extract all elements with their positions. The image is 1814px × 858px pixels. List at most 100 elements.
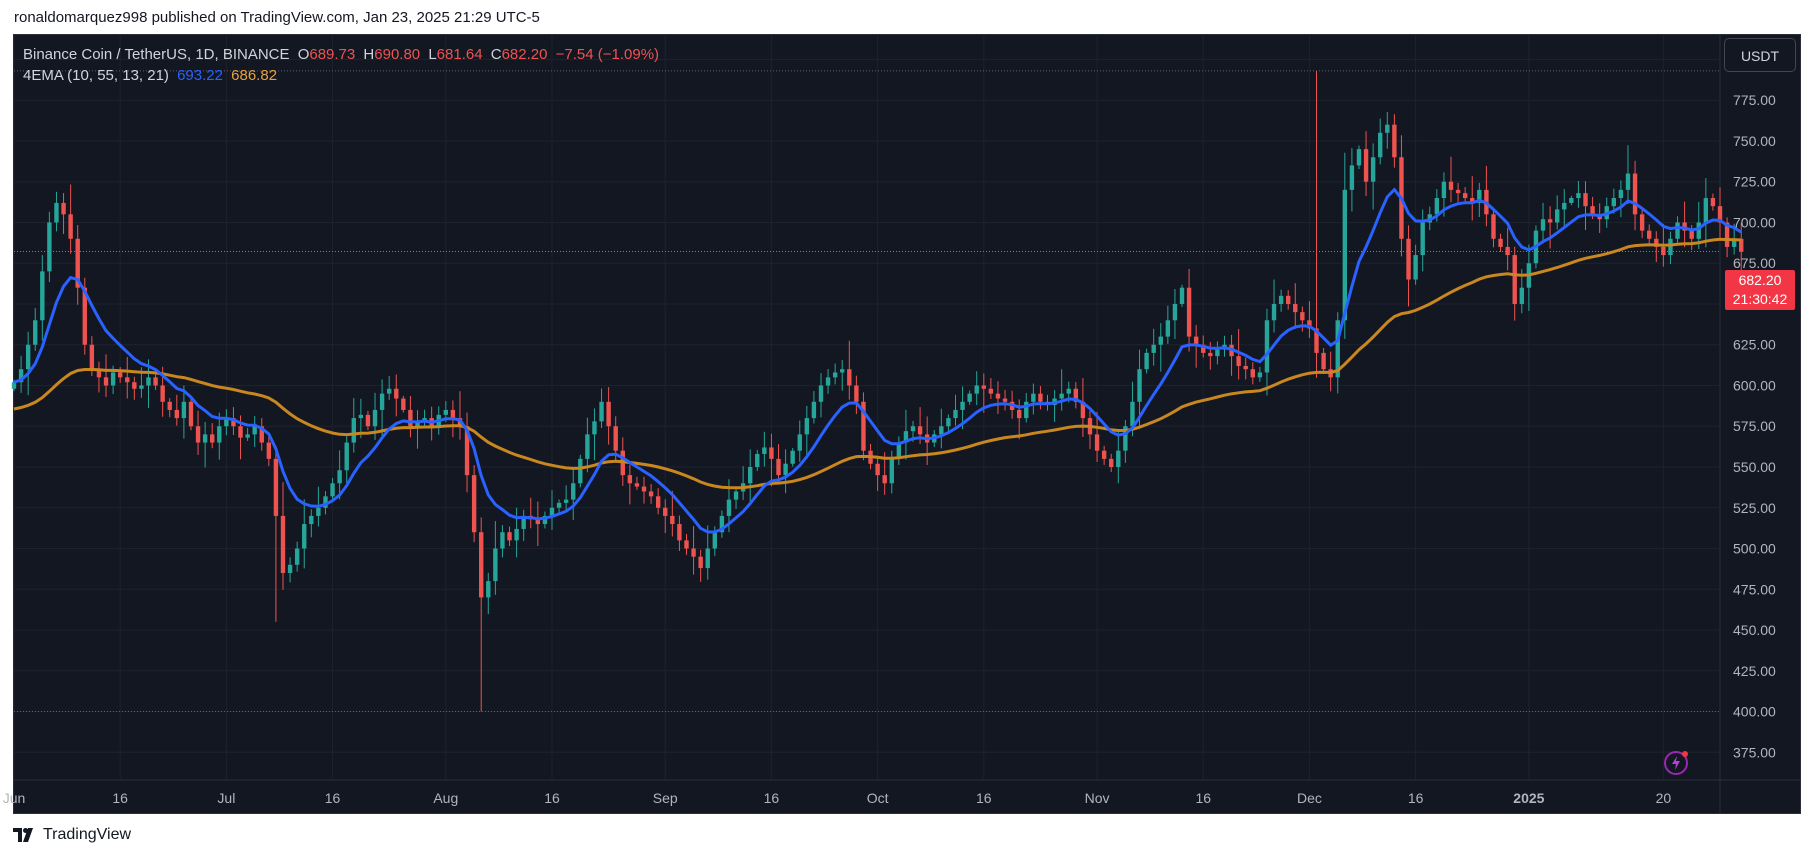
ema-indicator-title[interactable]: 4EMA (10, 55, 13, 21) [23,67,169,84]
candle-body [245,434,250,438]
candle-body [1477,189,1482,203]
candle-body [1703,198,1709,223]
candle-body [535,519,541,525]
candle-body [655,496,661,508]
candle-body [1519,287,1524,304]
time-tick-label: 16 [1195,790,1211,806]
candle-body [896,442,902,459]
candle-body [280,515,286,573]
candle-body [592,421,597,435]
price-tick-label: 600.00 [1733,377,1776,393]
candle-body [1059,393,1064,399]
candle-body [1392,124,1397,158]
candle-body [797,434,802,451]
candle-body [1208,352,1213,357]
candle-body [684,540,689,549]
candle-body [1639,214,1645,231]
candle-body [762,447,767,454]
candle-body [1215,349,1220,357]
candle-body [195,426,201,443]
candle-body [946,418,951,427]
candle-body [670,515,675,525]
candle-body [1378,132,1383,158]
price-tick-label: 375.00 [1733,744,1776,760]
candle-body [1080,401,1086,419]
candle-body [89,344,95,370]
candle-body [1144,352,1149,370]
candle-body [1562,202,1567,210]
candle-body [549,507,555,516]
candle-body [1300,312,1305,321]
high-value: 690.80 [374,46,421,63]
candle-body [571,483,576,500]
lightning-bolt-icon[interactable] [1663,748,1691,776]
candle-body [82,287,87,345]
price-tick-label: 400.00 [1733,704,1776,720]
candle-body [1002,398,1008,402]
candle-body [903,431,909,443]
time-tick-label: Sep [653,790,678,806]
price-tick-label: 725.00 [1733,174,1776,190]
candle-body [1448,181,1454,190]
tradingview-brand[interactable]: TradingView [13,826,131,844]
time-tick-label: 16 [112,790,128,806]
candle-body [379,393,385,410]
currency-unit-button[interactable]: USDT [1724,38,1796,72]
candle-body [25,344,31,370]
last-price-value: 682.20 [1738,272,1782,288]
candle-body [1151,344,1156,353]
candle-body [1123,426,1128,451]
price-tick-label: 500.00 [1733,541,1776,557]
ema-slow-value: 686.82 [231,67,278,84]
candle-body [811,401,817,419]
candle-body [648,491,654,497]
candle-body [273,458,279,516]
candle-body [1278,295,1284,304]
candle-body [748,467,753,484]
candle-body [401,398,406,410]
candle-body [790,450,795,464]
candle-body [627,475,633,484]
candle-body [1647,230,1652,239]
candle-body [1491,214,1496,239]
candle-body [231,418,236,427]
symbol-title[interactable]: Binance Coin / TetherUS, 1D, BINANCE [23,46,290,63]
candle-body [1618,189,1624,199]
time-tick-label: 16 [1408,790,1424,806]
candle-body [641,486,647,492]
candle-body [1739,238,1744,252]
candle-body [889,458,894,484]
candle-body [1066,388,1071,394]
candle-body [1611,198,1617,207]
candle-body [1441,181,1447,199]
candle-body [103,377,109,386]
candle-body [1017,409,1022,419]
candle-body [1554,209,1560,223]
candle-body [1455,189,1461,194]
price-tick-label: 775.00 [1733,92,1776,108]
candle-body [1590,206,1595,215]
candle-body [875,463,880,476]
candle-body [988,388,994,394]
candle-body [1179,287,1185,304]
candle-body [967,393,972,402]
candle-body [1031,393,1036,402]
candle-body [1293,303,1298,313]
candle-body [705,548,710,569]
price-tick-label: 475.00 [1733,581,1776,597]
candle-body [372,409,378,427]
ema-fast-line [13,187,1742,534]
candle-body [160,385,165,402]
price-tick-label: 750.00 [1733,133,1776,149]
candle-body [974,385,979,394]
candle-body [153,377,158,386]
candle-body [663,507,668,516]
candle-body [33,320,38,345]
candle-body [825,377,831,386]
candle-body [1356,149,1362,166]
candle-body [1116,450,1121,468]
price-tick-label: 525.00 [1733,500,1776,516]
candle-body [75,238,80,288]
candle-body [1307,320,1312,329]
